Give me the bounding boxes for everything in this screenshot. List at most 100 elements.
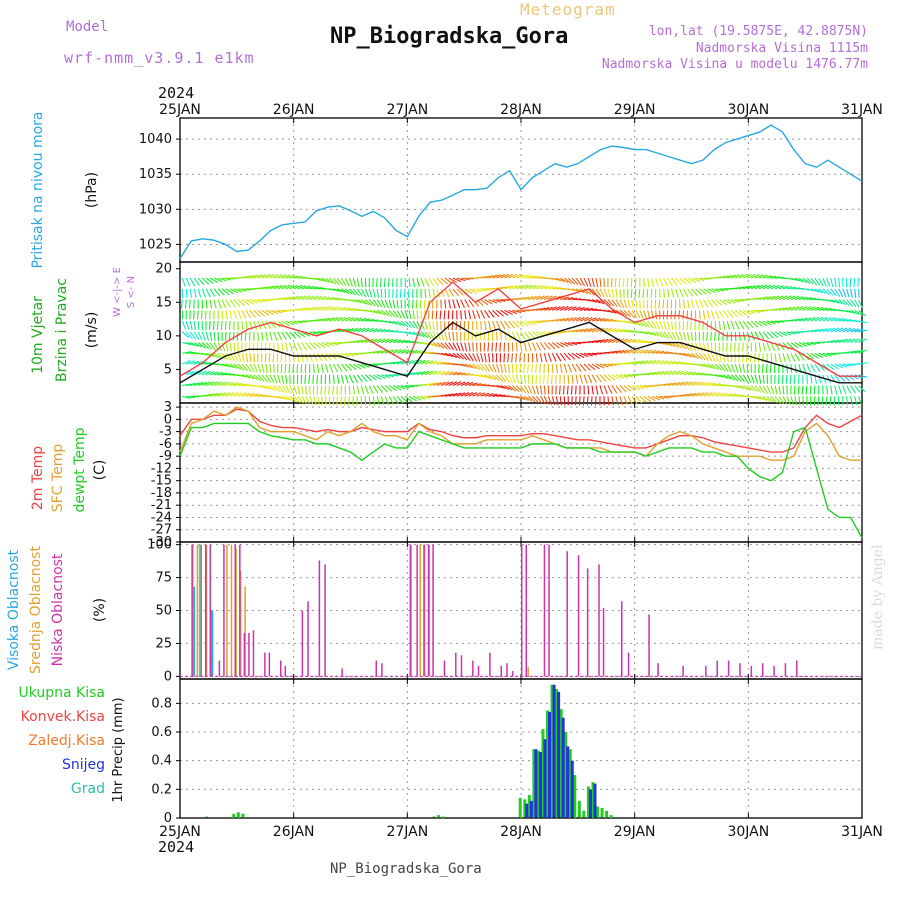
panel-temperature: 30-3-6-9-12-15-18-21-24-27-30 [151, 400, 863, 550]
wind-barb [408, 371, 418, 376]
wind-barb [715, 299, 723, 306]
wind-barb [515, 353, 518, 363]
wind-barb [356, 278, 360, 288]
wind-barb [571, 277, 579, 286]
wind-barb [480, 363, 487, 372]
wind-barb [846, 385, 852, 394]
wind-barb [544, 295, 553, 301]
wind-barb [284, 364, 287, 374]
wind-barb [344, 396, 346, 406]
wind-barb [710, 310, 715, 320]
x-tick-label-top: 28JAN [500, 102, 542, 118]
wind-barb [531, 342, 537, 352]
wind-barb [372, 299, 380, 308]
wind-barb [325, 296, 335, 301]
wind-barb [754, 395, 764, 401]
wind-barb [635, 360, 645, 365]
wind-barb [496, 363, 500, 373]
wind-barb [460, 299, 465, 309]
wind-barb [766, 295, 776, 301]
wind-barb [209, 392, 219, 397]
wind-barb [436, 342, 445, 349]
wind-barb [615, 349, 625, 354]
wind-barb [321, 277, 330, 283]
wind-barb [344, 374, 349, 384]
wind-barb [766, 275, 776, 279]
wind-barb [563, 317, 573, 322]
wind-barb [277, 331, 283, 341]
wind-barb [503, 363, 507, 374]
wind-ylabel-1: 10m Vjetar [30, 296, 46, 374]
wind-barb [770, 295, 780, 301]
wind-barb [575, 374, 579, 384]
wind-barb [794, 353, 801, 362]
wind-barb [396, 299, 399, 309]
wind-barb [729, 342, 732, 352]
wind-barb [806, 363, 811, 373]
wind-barb [365, 327, 374, 333]
wind-barb [305, 285, 315, 290]
wind-barb [566, 385, 569, 395]
wind-barb [399, 288, 402, 298]
wind-barb [587, 277, 592, 287]
precip-bar [605, 810, 609, 818]
wind-barb [739, 385, 748, 390]
wind-barb [281, 342, 284, 352]
wind-barb [524, 296, 534, 301]
wind-barb [519, 353, 521, 363]
product-title: Meteogram [520, 0, 616, 19]
wind-barb [587, 374, 593, 384]
wind-barb [400, 395, 408, 403]
wind-barb [396, 349, 406, 354]
wind-barb [667, 360, 677, 365]
wind-barb [814, 306, 824, 311]
wind-barb [738, 342, 740, 352]
wind-barb [595, 299, 605, 305]
wind-barb [520, 274, 530, 279]
wind-barb [369, 363, 379, 366]
wind-barb [770, 320, 781, 324]
wind-barb [583, 307, 594, 311]
wind-barb [324, 396, 327, 406]
wind-barb [452, 372, 462, 376]
y-tick-label: 100 [147, 538, 172, 553]
wind-barb [647, 349, 657, 354]
wind-barb [209, 331, 213, 341]
wind-barb [627, 320, 637, 325]
wind-barb [838, 278, 841, 288]
wind-barb [193, 288, 197, 298]
wind-barb [858, 299, 863, 309]
y-tick-label: 5 [164, 362, 172, 377]
wind-barb [392, 360, 402, 365]
wind-barb [236, 331, 239, 341]
wind-barb [186, 342, 195, 346]
wind-barb [480, 353, 484, 363]
wind-barb [714, 353, 719, 363]
wind-barb [726, 320, 731, 330]
wind-barb [711, 392, 720, 397]
wind-barb [750, 284, 760, 290]
wind-barb [404, 340, 415, 344]
wind-barb [212, 321, 215, 331]
wind-barb [599, 278, 602, 288]
wind-barb [316, 374, 319, 384]
wind-barb [746, 364, 749, 374]
wind-barb [567, 306, 577, 311]
wind-barb [790, 295, 800, 301]
wind-barb [269, 273, 279, 279]
wind-barb [842, 338, 852, 344]
wind-barb [193, 331, 200, 340]
precip-bar [559, 709, 563, 818]
wind-barb [229, 288, 239, 294]
wind-barb [666, 299, 669, 309]
wind-barb [710, 342, 713, 352]
wind-barb [313, 396, 317, 406]
wind-barb [619, 299, 625, 308]
wind-barb [651, 371, 661, 376]
wind-barb [189, 320, 193, 330]
wind-barb [400, 349, 410, 354]
wind-barb [758, 374, 762, 384]
wind-barb [202, 352, 211, 357]
wind-barb [305, 396, 311, 405]
wind-barb [205, 381, 215, 387]
